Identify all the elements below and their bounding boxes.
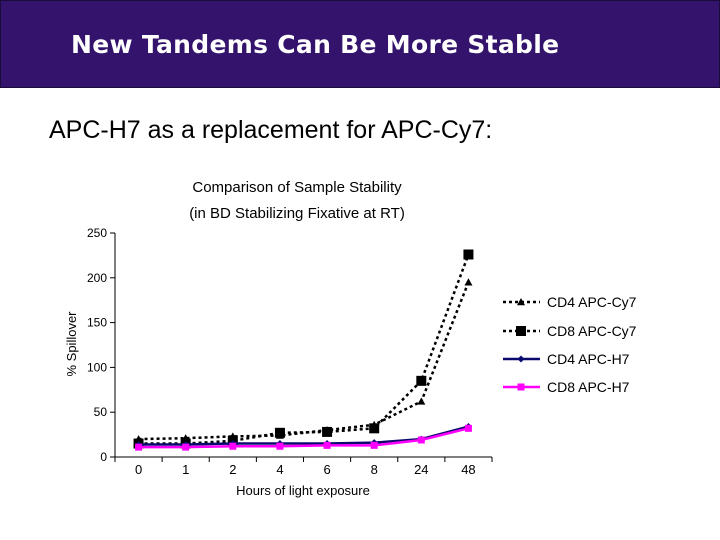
y-tick-label: 150: [87, 316, 107, 330]
y-ticks: 0 50 100 150 200 250: [87, 226, 115, 464]
x-tick-label: 1: [182, 462, 189, 477]
data-point: [322, 426, 333, 437]
series-line-cd8-apc-h7: [138, 427, 469, 449]
legend-marker: [517, 298, 525, 306]
data-point: [417, 436, 425, 444]
data-point: [416, 375, 427, 386]
legend-label: CD4 APC-H7: [547, 351, 630, 367]
y-tick-label: 200: [87, 271, 107, 285]
chart-title: Comparison of Sample Stability: [192, 179, 402, 196]
x-tick-label: 24: [414, 462, 428, 477]
y-tick-label: 250: [87, 226, 107, 240]
data-point: [323, 441, 331, 449]
slide-title: New Tandems Can Be More Stable: [71, 30, 560, 59]
legend-marker: [517, 355, 525, 363]
data-point: [463, 249, 474, 260]
chart-subtitle: (in BD Stabilizing Fixative at RT): [189, 205, 405, 222]
series-layer: [133, 249, 474, 451]
legend-label: CD4 APC-Cy7: [547, 294, 637, 310]
data-point: [370, 441, 378, 449]
data-point: [274, 427, 285, 438]
legend-label: CD8 APC-H7: [547, 379, 630, 395]
y-tick-label: 0: [100, 450, 107, 464]
data-point: [276, 442, 284, 450]
series-line-cd4-apc-cy7: [138, 281, 470, 441]
x-tick-label: 0: [135, 462, 142, 477]
data-point: [229, 442, 237, 450]
x-ticks: 0 1 2 4 6 8 24 48: [114, 457, 493, 477]
x-tick-label: 6: [323, 462, 330, 477]
data-point: [464, 424, 472, 432]
y-tick-label: 50: [94, 405, 108, 419]
legend: CD4 APC-Cy7 CD8 APC-Cy7 CD4 APC-H7 CD8 APC-…: [503, 294, 637, 395]
y-axis-label: % Spillover: [64, 311, 79, 377]
y-tick-label: 100: [87, 360, 107, 374]
x-tick-label: 4: [276, 462, 283, 477]
legend-marker: [516, 326, 526, 336]
data-point: [182, 443, 190, 451]
data-point: [135, 443, 143, 451]
legend-label: CD8 APC-Cy7: [547, 323, 637, 339]
data-point: [464, 278, 473, 286]
data-point: [417, 397, 426, 405]
x-tick-label: 8: [371, 462, 378, 477]
series-line-cd8-apc-cy7: [138, 254, 470, 445]
legend-marker: [517, 383, 525, 391]
data-point: [369, 423, 380, 434]
x-tick-label: 48: [461, 462, 475, 477]
x-tick-label: 2: [229, 462, 236, 477]
title-bar: New Tandems Can Be More Stable: [0, 0, 720, 88]
x-axis-label: Hours of light exposure: [236, 483, 370, 498]
slide-subtitle: APC-H7 as a replacement for APC-Cy7:: [49, 116, 493, 144]
